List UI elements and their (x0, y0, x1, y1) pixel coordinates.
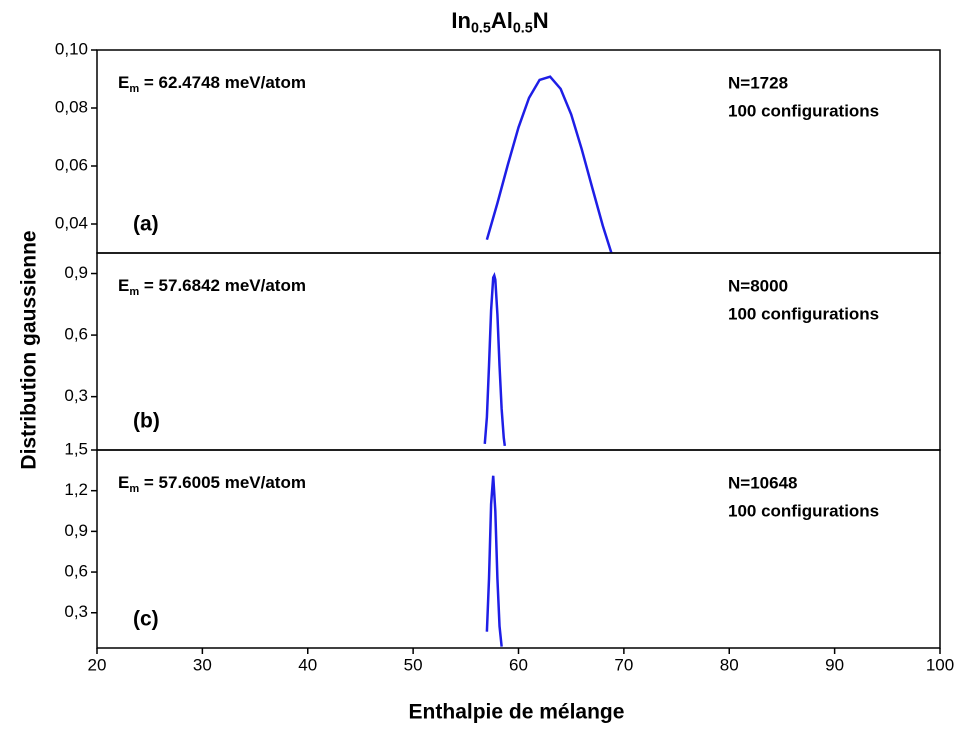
x-tick-label: 50 (404, 655, 423, 674)
y-tick-label: 0,04 (55, 213, 88, 232)
note: 100 configurations (728, 501, 879, 520)
annotation-part: m (129, 286, 139, 298)
annotation-part: m (129, 483, 139, 495)
annotation: Em = 57.6842 meV/atom (118, 276, 306, 298)
chart-title: In0.5Al0.5N (451, 8, 548, 37)
chart-title-part: 0.5 (513, 20, 533, 36)
chart-title-part: 0.5 (471, 20, 491, 36)
x-tick-label: 90 (825, 655, 844, 674)
y-tick-label: 0,9 (64, 263, 88, 282)
annotation: Em = 57.6005 meV/atom (118, 473, 306, 495)
y-tick-label: 0,3 (64, 602, 88, 621)
panel-label: (a) (133, 213, 159, 236)
curve (485, 75, 613, 253)
curve (483, 272, 507, 447)
x-tick-label: 80 (720, 655, 739, 674)
chart-title-part: In (451, 8, 471, 33)
y-axis-label: Distribution gaussienne (18, 230, 41, 469)
annotation-part: = 62.4748 meV/atom (139, 73, 306, 92)
x-tick-label: 40 (298, 655, 317, 674)
x-tick-label: 30 (193, 655, 212, 674)
x-tick-label: 60 (509, 655, 528, 674)
annotation-part: = 57.6005 meV/atom (139, 473, 306, 492)
x-tick-label: 20 (88, 655, 107, 674)
annotation-part: E (118, 73, 129, 92)
annotation-part: m (129, 83, 139, 95)
note: 100 configurations (728, 101, 879, 120)
note: 100 configurations (728, 304, 879, 323)
annotation-part: = 57.6842 meV/atom (139, 276, 306, 295)
annotation-part: E (118, 473, 129, 492)
y-tick-label: 0,08 (55, 97, 88, 116)
note: N=10648 (728, 473, 797, 492)
y-tick-label: 0,6 (64, 325, 88, 344)
annotation-part: E (118, 276, 129, 295)
x-axis-label: Enthalpie de mélange (409, 701, 625, 724)
panel-label: (b) (133, 410, 160, 433)
chart-title-part: N (533, 8, 549, 33)
y-tick-label: 0,3 (64, 386, 88, 405)
panel-label: (c) (133, 608, 159, 631)
y-tick-label: 1,5 (64, 439, 88, 458)
y-tick-label: 0,9 (64, 521, 88, 540)
annotation: Em = 62.4748 meV/atom (118, 73, 306, 95)
note: N=1728 (728, 73, 788, 92)
x-tick-label: 70 (614, 655, 633, 674)
y-tick-label: 0,6 (64, 562, 88, 581)
y-tick-label: 1,2 (64, 480, 88, 499)
note: N=8000 (728, 276, 788, 295)
y-tick-label: 0,06 (55, 155, 88, 174)
y-tick-label: 0,10 (55, 39, 88, 58)
chart-title-part: Al (491, 8, 513, 33)
curve (485, 475, 503, 647)
x-tick-label: 100 (926, 655, 954, 674)
